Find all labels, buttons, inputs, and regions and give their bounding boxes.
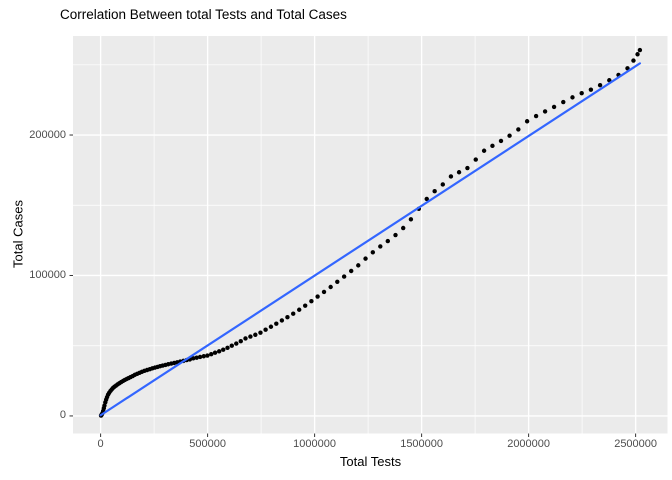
scatter-point — [285, 314, 290, 320]
scatter-point — [197, 354, 203, 360]
scatter-point — [349, 268, 354, 274]
scatter-point — [268, 324, 274, 329]
scatter-point — [637, 47, 643, 53]
scatter-point — [393, 232, 398, 238]
scatter-point — [191, 356, 196, 361]
y-tick-label: 0 — [59, 409, 66, 422]
x-tick-label: 500000 — [189, 438, 226, 450]
scatter-point — [516, 127, 521, 132]
scatter-point — [579, 90, 584, 96]
scatter-point — [309, 298, 314, 304]
x-tick-label: 2500000 — [614, 438, 658, 450]
scatter-point — [238, 339, 243, 344]
scatter-point — [321, 289, 327, 295]
x-axis-title: Total Tests — [339, 454, 402, 469]
scatter-point — [291, 311, 296, 316]
scatter-point — [625, 66, 630, 71]
scatter-point — [212, 350, 218, 355]
scatter-point — [328, 284, 333, 290]
scatter-point — [498, 138, 504, 144]
scatter-point — [263, 327, 268, 332]
scatter-point — [533, 113, 539, 119]
scatter-point — [248, 334, 253, 339]
scatter-point — [297, 307, 302, 312]
scatter-point — [225, 345, 230, 351]
scatter-point — [229, 343, 234, 348]
scatter-point — [378, 244, 383, 249]
scatter-point — [542, 109, 548, 114]
scatter-point — [448, 174, 454, 179]
y-tick-label: 100000 — [29, 268, 66, 281]
x-tick-label: 2000000 — [507, 438, 551, 450]
x-tick-label: 0 — [97, 438, 104, 450]
scatter-point — [424, 196, 429, 202]
scatter-point — [258, 330, 263, 335]
scatter-point — [234, 341, 239, 346]
y-axis-title: Total Cases — [10, 200, 26, 268]
scatter-point — [194, 355, 199, 360]
scatter-point — [597, 82, 603, 88]
x-tick-label: 1000000 — [293, 438, 337, 450]
regression-line — [99, 62, 641, 417]
scatter-point — [370, 250, 376, 255]
scatter-point — [432, 189, 437, 194]
scatter-point — [205, 353, 210, 358]
scatter-point — [401, 225, 406, 231]
scatter-point — [315, 294, 320, 299]
scatter-point — [216, 349, 222, 354]
scatter-point — [507, 133, 512, 138]
scatter-point — [302, 303, 308, 308]
scatter-point — [356, 263, 361, 268]
scatter-point — [363, 256, 368, 261]
scatter-point — [551, 104, 557, 110]
scatter-point — [408, 217, 414, 222]
scatter-point — [456, 170, 462, 175]
scatter-point — [570, 95, 575, 100]
x-tick-label: 1500000 — [400, 438, 444, 450]
scatter-point — [341, 274, 347, 279]
scatter-point — [279, 318, 285, 323]
scatter-point — [561, 99, 566, 105]
scatter-point — [635, 52, 640, 57]
scatter-point — [221, 347, 226, 352]
panel-background — [73, 36, 668, 434]
chart-title: Correlation Between total Tests and Tota… — [60, 7, 347, 22]
scatter-point — [473, 157, 478, 162]
scatter-point — [385, 238, 390, 244]
scatter-point — [253, 332, 258, 337]
scatter-point — [243, 336, 248, 341]
scatter-point — [490, 143, 495, 149]
scatter-point — [201, 354, 206, 359]
scatter-point — [274, 321, 279, 326]
scatter-point — [481, 148, 487, 153]
scatter-point — [465, 165, 470, 171]
scatter-point — [209, 351, 214, 357]
scatter-point — [524, 119, 530, 124]
scatter-point — [335, 279, 340, 285]
scatter-point — [440, 182, 445, 187]
y-tick-label: 200000 — [29, 128, 66, 141]
scatter-point — [588, 87, 594, 92]
scatter-point — [631, 58, 636, 63]
